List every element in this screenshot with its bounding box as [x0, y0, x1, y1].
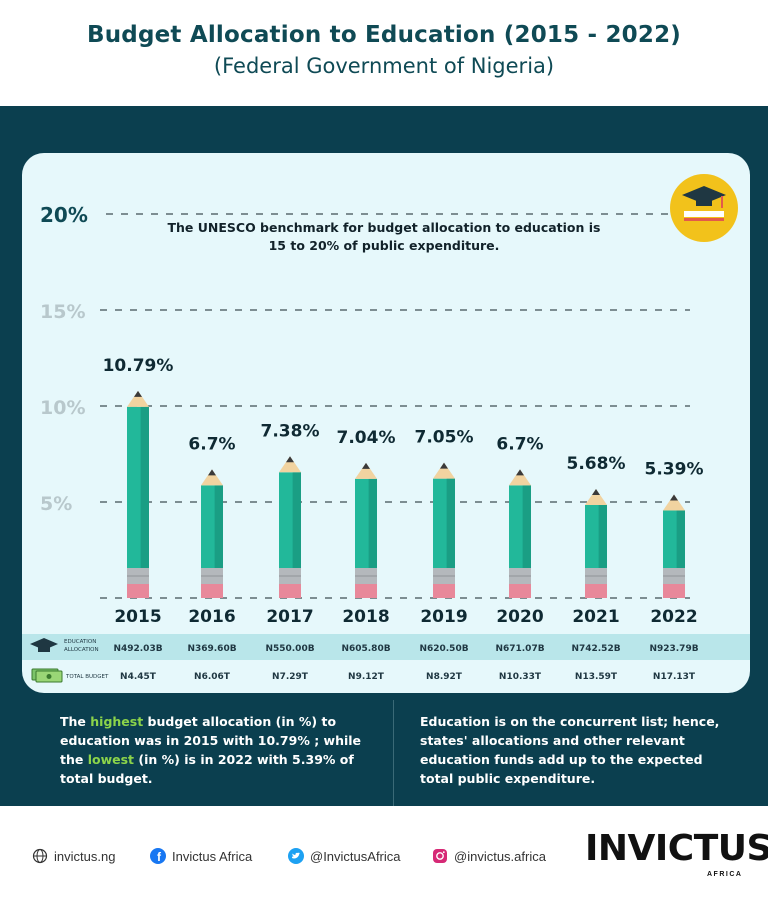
- notes-divider: [393, 700, 394, 806]
- total-budget-label: TOTAL BUDGET: [65, 674, 109, 680]
- y-tick-label: 15%: [40, 301, 85, 323]
- education-cap-icon: [30, 638, 58, 652]
- education-allocation-value: N605.80B: [341, 644, 390, 654]
- value-label: 6.7%: [188, 434, 235, 454]
- education-allocation-value: N620.50B: [419, 644, 468, 654]
- education-allocation-label-2: ALLOCATION: [64, 647, 99, 653]
- highlight-lowest: lowest: [87, 752, 135, 767]
- value-label: 6.7%: [496, 434, 543, 454]
- value-label: 5.39%: [645, 460, 704, 480]
- graduation-cap-icon: [670, 174, 738, 242]
- invictus-logo: INVICTUS: [585, 828, 768, 869]
- globe-icon: [32, 848, 48, 864]
- total-budget-value: N6.06T: [194, 672, 231, 682]
- year-label: 2019: [420, 607, 467, 627]
- year-label: 2017: [266, 607, 313, 627]
- bar-2015: 10.79%: [103, 356, 174, 598]
- year-label: 2016: [188, 607, 235, 627]
- bar-2016: 6.7%: [188, 434, 236, 598]
- instagram-link[interactable]: @invictus.africa: [432, 848, 546, 864]
- total-budget-value: N4.45T: [120, 672, 157, 682]
- year-label: 2018: [342, 607, 389, 627]
- benchmark-note-line-2: 15 to 20% of public expenditure.: [269, 238, 500, 253]
- money-icon: [31, 668, 63, 683]
- svg-text:f: f: [157, 850, 162, 864]
- education-allocation-value: N369.60B: [187, 644, 236, 654]
- total-budget-value: N9.12T: [348, 672, 385, 682]
- value-label: 7.05%: [415, 428, 474, 448]
- instagram-icon: [433, 849, 447, 863]
- y-tick-label: 10%: [40, 397, 85, 419]
- bar-2018: 7.04%: [337, 428, 396, 598]
- invictus-logo-sub: AFRICA: [707, 871, 743, 878]
- education-allocation-value: N492.03B: [113, 644, 162, 654]
- footer: [0, 806, 768, 900]
- website-link[interactable]: invictus.ng: [32, 848, 115, 864]
- total-budget-value: N10.33T: [499, 672, 542, 682]
- y-tick-label: 5%: [40, 493, 72, 515]
- twitter-link[interactable]: @InvictusAfrica: [288, 848, 401, 864]
- header: Budget Allocation to Education (2015 - 2…: [0, 22, 768, 78]
- facebook-link[interactable]: f Invictus Africa: [150, 848, 252, 864]
- total-budget-value: N17.13T: [653, 672, 696, 682]
- bar-2020: 6.7%: [496, 434, 544, 598]
- highlight-highest: highest: [90, 714, 144, 729]
- bar-2022: 5.39%: [645, 460, 704, 598]
- facebook-icon: f: [150, 848, 166, 864]
- year-label: 2015: [114, 607, 161, 627]
- year-label: 2020: [496, 607, 543, 627]
- value-label: 10.79%: [103, 356, 174, 376]
- total-budget-value: N8.92T: [426, 672, 463, 682]
- value-label: 5.68%: [567, 454, 626, 474]
- education-allocation-value: N742.52B: [571, 644, 620, 654]
- education-allocation-label-1: EDUCATION: [64, 639, 96, 645]
- benchmark-note-line-1: The UNESCO benchmark for budget allocati…: [167, 220, 600, 235]
- twitter-icon: [288, 848, 304, 864]
- bar-2021: 5.68%: [567, 454, 626, 598]
- page-title: Budget Allocation to Education (2015 - 2…: [87, 22, 681, 48]
- education-allocation-value: N671.07B: [495, 644, 544, 654]
- education-allocation-value: N923.79B: [649, 644, 698, 654]
- value-label: 7.38%: [261, 421, 320, 441]
- y-tick-label: 20%: [40, 203, 88, 227]
- value-label: 7.04%: [337, 428, 396, 448]
- total-budget-value: N13.59T: [575, 672, 618, 682]
- bar-2019: 7.05%: [415, 428, 474, 598]
- note-right: Education is on the concurrent list; hen…: [420, 714, 720, 786]
- total-budget-value: N7.29T: [272, 672, 309, 682]
- page-subtitle: (Federal Government of Nigeria): [213, 54, 555, 78]
- education-allocation-value: N550.00B: [265, 644, 314, 654]
- year-label: 2021: [572, 607, 619, 627]
- year-label: 2022: [650, 607, 697, 627]
- bar-2017: 7.38%: [261, 421, 320, 598]
- note-left: The highest budget allocation (in %) to …: [60, 714, 362, 786]
